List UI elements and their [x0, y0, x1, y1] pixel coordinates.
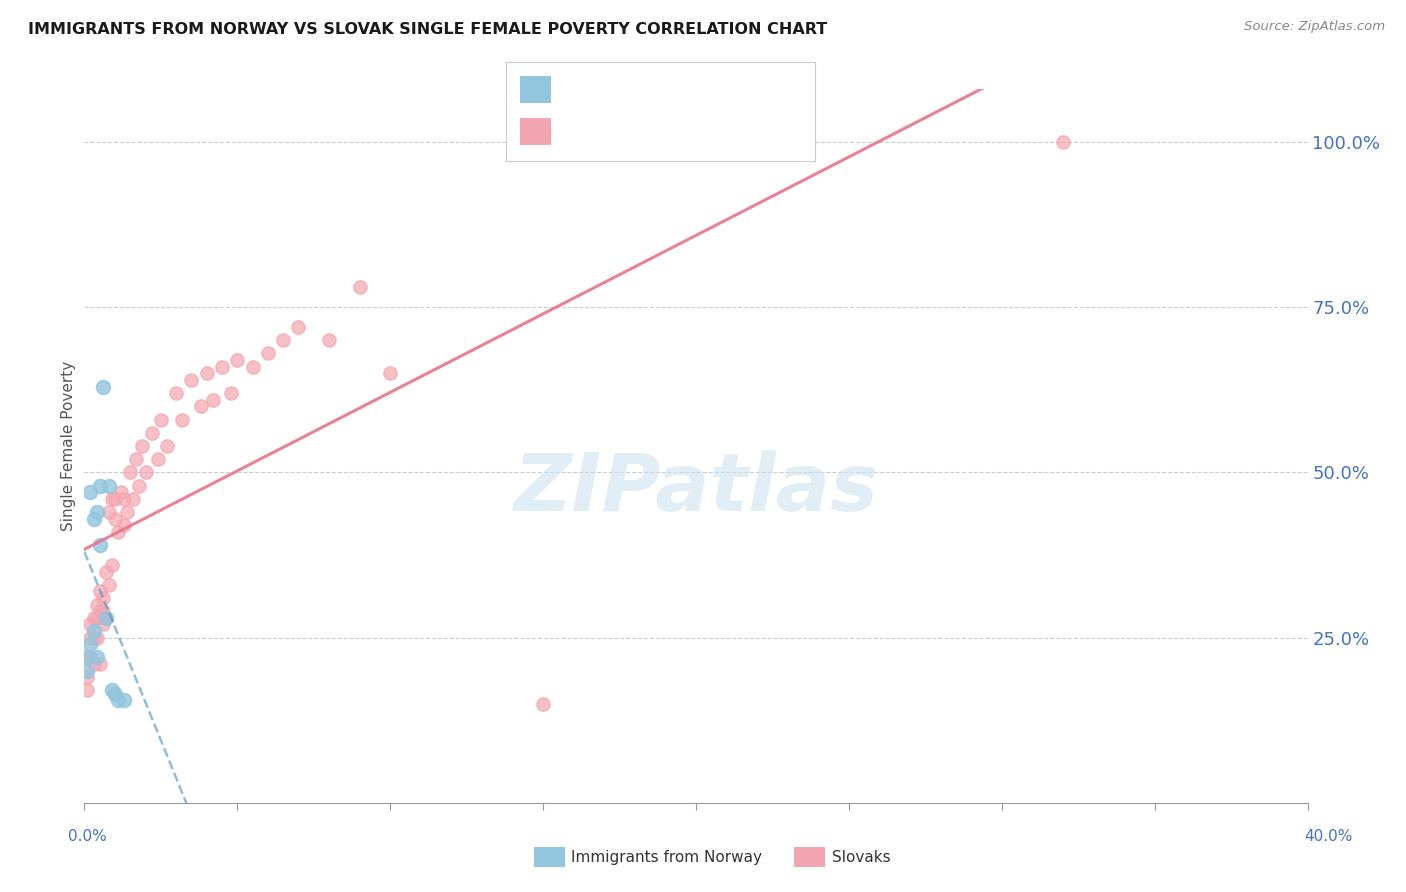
Point: [156, 439, 179, 453]
Point: [91, 591, 114, 605]
Point: [83, 657, 105, 671]
Point: [79, 617, 101, 632]
Point: [94, 611, 117, 625]
Point: [112, 518, 135, 533]
Point: [89, 538, 111, 552]
Point: [76, 683, 98, 698]
Point: [76, 650, 98, 665]
Point: [125, 452, 148, 467]
Point: [107, 693, 129, 707]
Point: [141, 425, 163, 440]
Point: [104, 687, 127, 701]
Point: [97, 478, 120, 492]
Point: [110, 485, 132, 500]
Text: IMMIGRANTS FROM NORWAY VS SLOVAK SINGLE FEMALE POVERTY CORRELATION CHART: IMMIGRANTS FROM NORWAY VS SLOVAK SINGLE …: [28, 22, 827, 37]
Point: [91, 604, 114, 618]
Point: [101, 558, 124, 572]
Point: [1052, 135, 1074, 149]
Point: [101, 491, 124, 506]
Text: Source: ZipAtlas.com: Source: ZipAtlas.com: [1244, 20, 1385, 33]
Point: [180, 373, 202, 387]
Point: [83, 511, 105, 525]
Point: [86, 650, 108, 665]
Point: [76, 664, 98, 678]
Point: [86, 631, 108, 645]
Point: [226, 353, 249, 368]
Point: [86, 505, 108, 519]
Point: [83, 611, 105, 625]
Point: [219, 386, 242, 401]
Point: [165, 386, 187, 401]
Y-axis label: Single Female Poverty: Single Female Poverty: [60, 361, 76, 531]
Point: [91, 617, 114, 632]
Point: [201, 392, 224, 407]
Point: [380, 367, 402, 381]
Point: [149, 412, 172, 426]
Point: [128, 478, 150, 492]
Point: [101, 683, 124, 698]
Point: [79, 650, 101, 665]
Point: [83, 631, 105, 645]
Point: [76, 650, 98, 665]
Point: [122, 491, 145, 506]
Point: [89, 657, 111, 671]
Point: [107, 524, 129, 539]
Point: [318, 333, 340, 347]
Text: R = 0.323   N = 17: R = 0.323 N = 17: [560, 80, 717, 98]
Point: [349, 280, 371, 294]
Text: Immigrants from Norway: Immigrants from Norway: [571, 850, 762, 864]
Point: [112, 491, 135, 506]
Point: [271, 333, 294, 347]
Text: Slovaks: Slovaks: [832, 850, 891, 864]
Point: [242, 359, 264, 374]
Point: [120, 466, 142, 480]
Point: [89, 604, 111, 618]
Point: [94, 611, 117, 625]
Point: [97, 578, 120, 592]
Point: [172, 412, 194, 426]
Point: [287, 320, 309, 334]
Point: [135, 466, 157, 480]
Point: [79, 637, 101, 651]
Point: [89, 584, 111, 599]
Point: [79, 631, 101, 645]
Text: R = 0.458   N = 59: R = 0.458 N = 59: [560, 122, 717, 140]
Point: [86, 598, 108, 612]
Point: [531, 697, 554, 711]
Point: [79, 485, 101, 500]
Point: [104, 511, 127, 525]
Point: [211, 359, 233, 374]
Point: [195, 367, 218, 381]
Point: [86, 611, 108, 625]
Point: [257, 346, 280, 360]
Point: [83, 624, 105, 638]
Point: [190, 400, 212, 414]
Point: [146, 452, 169, 467]
Point: [94, 565, 117, 579]
Text: ZIPatlas: ZIPatlas: [513, 450, 879, 528]
Point: [97, 505, 120, 519]
Point: [115, 505, 138, 519]
Point: [89, 478, 111, 492]
Point: [91, 379, 114, 393]
Point: [76, 670, 98, 684]
Point: [131, 439, 153, 453]
Text: 40.0%: 40.0%: [1305, 830, 1353, 844]
Text: 0.0%: 0.0%: [67, 830, 107, 844]
Point: [112, 693, 135, 707]
Point: [104, 491, 127, 506]
